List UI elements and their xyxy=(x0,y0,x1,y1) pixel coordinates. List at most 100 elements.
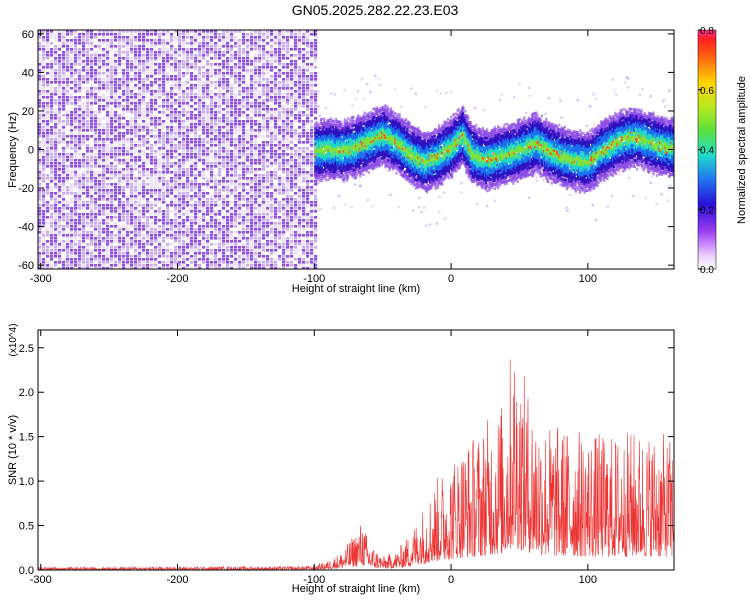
spectrogram-cell xyxy=(38,114,42,117)
spectrogram-cell xyxy=(202,39,206,42)
spectrogram-cell xyxy=(274,144,278,147)
spectrogram-cell xyxy=(202,123,206,126)
spectrogram-cell xyxy=(94,69,98,72)
spectrogram-cell xyxy=(130,111,134,114)
spectrogram-cell xyxy=(78,240,82,243)
spectrogram-cell xyxy=(98,42,102,45)
spectrogram-cell xyxy=(206,159,210,162)
spectrogram-cell xyxy=(118,159,122,162)
spectrogram-cell xyxy=(258,231,262,234)
spectrogram-cell xyxy=(82,204,86,207)
spectrogram-cell xyxy=(178,153,182,156)
spectrogram-cell xyxy=(78,219,82,222)
spectrogram-cell xyxy=(194,84,198,87)
spectrogram-cell xyxy=(270,162,274,165)
spectrogram-cell xyxy=(78,162,82,165)
spectrogram-cell xyxy=(226,231,230,234)
spectrogram-cell xyxy=(178,243,182,246)
spectrogram-cell xyxy=(190,45,194,48)
spectrogram-cell xyxy=(282,141,286,144)
spectrogram-cell xyxy=(134,96,138,99)
spectrogram-cell xyxy=(126,129,130,132)
spectrogram-cell xyxy=(78,186,82,189)
spectrogram-cell xyxy=(158,69,162,72)
spectrogram-cell xyxy=(262,78,266,81)
spectrogram-cell xyxy=(74,255,78,258)
spectrogram-cell xyxy=(82,219,86,222)
spectrogram-cell xyxy=(194,147,198,150)
spectrogram-cell xyxy=(230,87,234,90)
spectrogram-cell xyxy=(254,141,258,144)
spectrogram-cell xyxy=(182,255,186,258)
spectrogram-cell xyxy=(38,111,42,114)
spectrogram-cell xyxy=(66,189,70,192)
spectrogram-cell xyxy=(98,186,102,189)
spectrogram-cell xyxy=(138,261,142,264)
spectrogram-cell xyxy=(106,111,110,114)
spectrogram-cell xyxy=(242,258,246,261)
spectrogram-cell xyxy=(90,156,94,159)
spectrogram-cell xyxy=(250,252,254,255)
spectrogram-cell xyxy=(46,57,50,60)
spectrogram-cell xyxy=(158,261,162,264)
spectrogram-cell xyxy=(278,102,282,105)
spectrogram-cell xyxy=(238,51,242,54)
spectrogram-cell xyxy=(306,105,310,108)
spectrogram-cell xyxy=(266,60,270,63)
spectrogram-cell xyxy=(210,75,214,78)
spectrogram-cell xyxy=(62,99,66,102)
spectrogram-cell xyxy=(190,186,194,189)
spectrogram-cell xyxy=(90,90,94,93)
spectrogram-cell xyxy=(182,60,186,63)
spectrogram-cell xyxy=(130,186,134,189)
spectrogram-cell xyxy=(314,210,318,213)
spectrogram-cell xyxy=(218,51,222,54)
spectrogram-cell xyxy=(190,168,194,171)
spectrogram-cell xyxy=(310,120,314,123)
spectrogram-cell xyxy=(74,168,78,171)
spectrogram-cell xyxy=(250,120,254,123)
spectrogram-cell xyxy=(218,267,222,269)
spectrogram-cell xyxy=(78,42,82,45)
spectrogram-cell xyxy=(306,84,310,87)
spectrogram-cell xyxy=(270,210,274,213)
spectrogram-cell xyxy=(262,69,266,72)
spectrogram-cell xyxy=(94,159,98,162)
spectrogram-cell xyxy=(314,102,318,105)
spectrogram-cell xyxy=(186,249,190,252)
spectrogram-cell xyxy=(210,51,214,54)
spectrogram-cell xyxy=(270,132,274,135)
spectrogram-cell xyxy=(138,222,142,225)
spectrogram-cell xyxy=(254,48,258,51)
spectrogram-cell xyxy=(142,120,146,123)
spectrogram-cell xyxy=(102,33,106,36)
spectrogram-cell xyxy=(54,93,58,96)
spectrogram-cell xyxy=(62,33,66,36)
spectrogram-cell xyxy=(114,159,118,162)
spectrogram-cell xyxy=(174,165,178,168)
spectrogram-cell xyxy=(54,216,58,219)
spectrogram-cell xyxy=(78,252,82,255)
spectrogram-cell xyxy=(190,120,194,123)
spectrogram-cell xyxy=(194,30,198,33)
spectrogram-cell xyxy=(82,81,86,84)
spectrogram-cell xyxy=(278,267,282,269)
spectrogram-cell xyxy=(226,201,230,204)
spectrogram-cell xyxy=(274,72,278,75)
spectrogram-cell xyxy=(146,183,150,186)
spectrogram-cell xyxy=(150,186,154,189)
spectrogram-cell xyxy=(290,93,294,96)
spectrogram-cell xyxy=(258,108,262,111)
spectrogram-cell xyxy=(158,111,162,114)
spectrogram-cell xyxy=(142,246,146,249)
spectrogram-cell xyxy=(134,243,138,246)
spectrogram-cell xyxy=(82,108,86,111)
spectrogram-cell xyxy=(369,90,372,93)
spectrogram-cell xyxy=(262,84,266,87)
spectrogram-cell xyxy=(274,171,278,174)
spectrogram-cell xyxy=(202,159,206,162)
spectrogram-cell xyxy=(278,54,282,57)
spectrogram-cell xyxy=(154,174,158,177)
spectrogram-cell xyxy=(206,219,210,222)
spectrogram-cell xyxy=(130,147,134,150)
